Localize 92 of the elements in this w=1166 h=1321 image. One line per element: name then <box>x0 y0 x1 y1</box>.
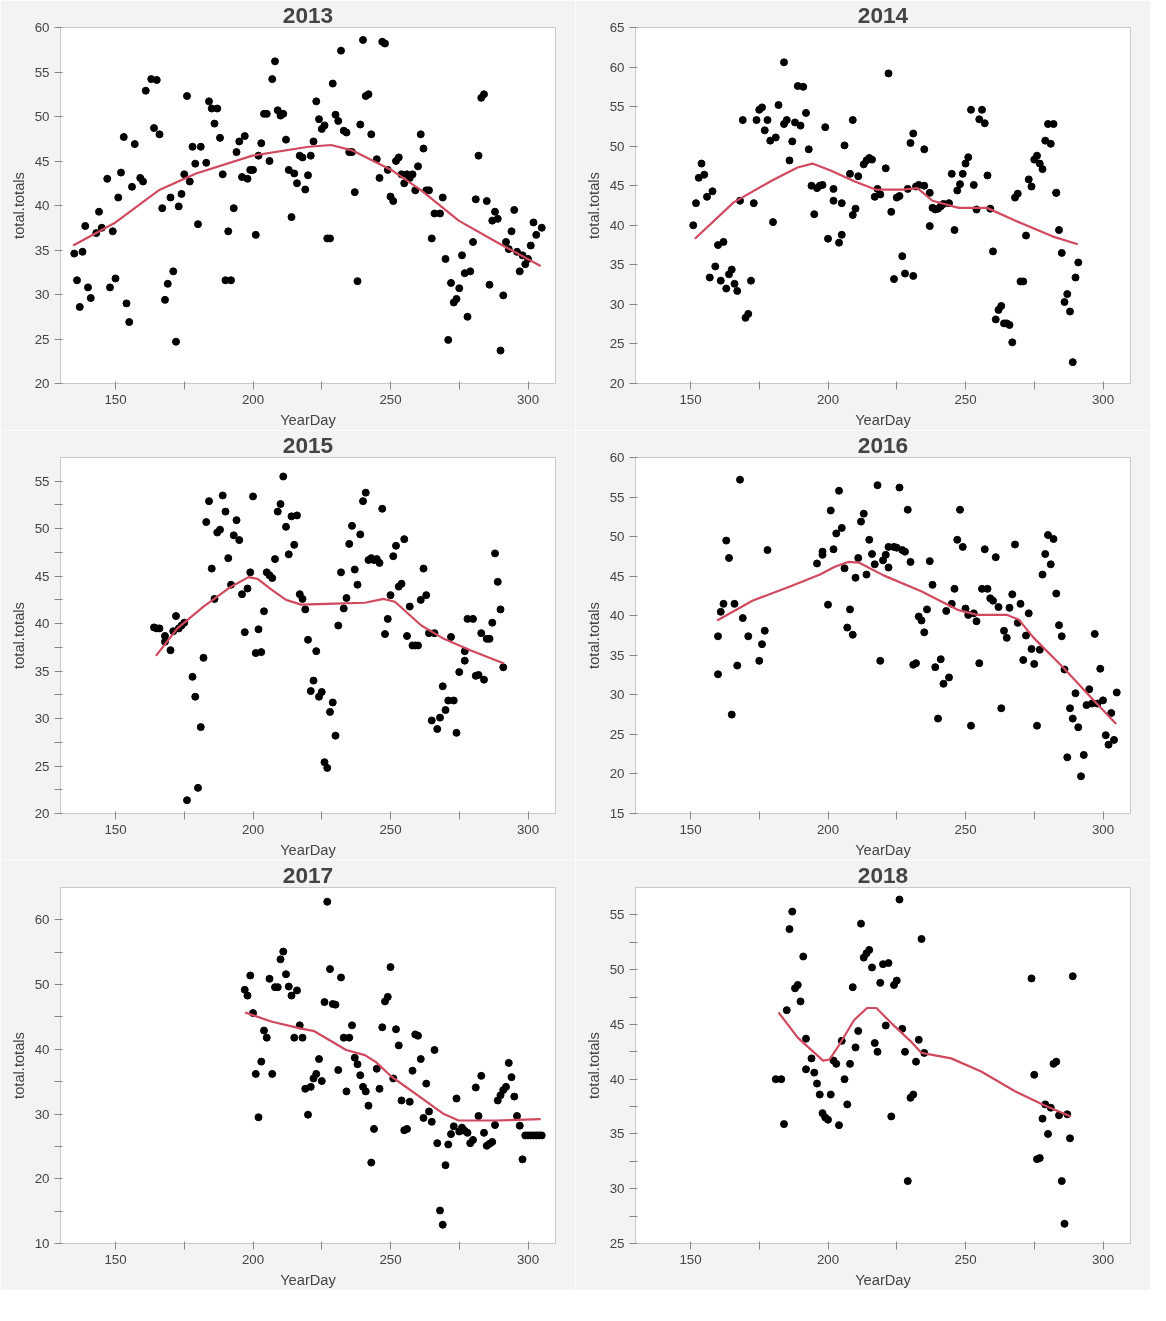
x-axis-title: YearDay <box>280 841 337 858</box>
x-tick-label: 200 <box>241 1251 265 1267</box>
x-tick-label: 300 <box>516 391 540 407</box>
y-tick-label: 50 <box>34 109 50 124</box>
x-axis-title: YearDay <box>280 411 337 428</box>
y-tick-label: 20 <box>609 766 625 782</box>
y-tick-label: 10 <box>34 1236 50 1251</box>
y-tick-label: 30 <box>609 1181 625 1197</box>
y-tick-label: 55 <box>609 99 625 115</box>
y-tick-label: 45 <box>34 568 50 584</box>
y-tick-label: 30 <box>609 296 625 312</box>
x-tick-label: 200 <box>816 391 840 407</box>
y-tick-label: 50 <box>34 521 50 537</box>
y-tick-label: 60 <box>34 912 50 928</box>
y-axis-title: total.totals <box>585 172 602 239</box>
y-tick-label: 35 <box>609 647 625 663</box>
y-tick-label: 50 <box>609 529 625 545</box>
y-tick-label: 35 <box>609 257 625 273</box>
x-tick-label: 200 <box>241 821 265 837</box>
y-tick-label: 50 <box>609 962 625 978</box>
y-tick-label: 25 <box>34 758 50 774</box>
chart-title: 2013 <box>282 1 334 28</box>
x-tick-label: 300 <box>1091 1251 1115 1267</box>
x-tick-label: 150 <box>104 1251 127 1267</box>
x-tick-label: 250 <box>954 1251 977 1267</box>
y-axis-title: total.totals <box>10 602 27 669</box>
x-tick-label: 200 <box>816 1251 840 1267</box>
y-tick-label: 20 <box>34 376 50 391</box>
y-tick-label: 55 <box>609 907 625 923</box>
y-tick-label: 60 <box>609 59 625 75</box>
chart-title: 2015 <box>282 431 334 458</box>
chart-title: 2018 <box>857 861 909 888</box>
x-tick-label: 200 <box>816 821 840 837</box>
x-tick-label: 200 <box>241 391 265 407</box>
y-tick-label: 25 <box>609 1236 625 1251</box>
y-tick-label: 20 <box>609 376 625 391</box>
chart-title: 2017 <box>282 861 334 888</box>
y-axis-title: total.totals <box>10 172 27 239</box>
y-tick-label: 55 <box>34 64 50 80</box>
y-tick-label: 15 <box>609 806 625 821</box>
y-tick-label: 50 <box>34 977 50 993</box>
y-tick-label: 45 <box>34 153 50 169</box>
y-tick-label: 45 <box>609 1016 625 1032</box>
y-tick-label: 25 <box>609 336 625 352</box>
x-axis-title: YearDay <box>855 411 912 428</box>
x-tick-label: 300 <box>516 821 540 837</box>
y-tick-label: 60 <box>34 20 50 35</box>
y-tick-label: 30 <box>34 711 50 727</box>
x-tick-label: 250 <box>379 1251 402 1267</box>
x-tick-label: 300 <box>1091 821 1115 837</box>
y-tick-label: 40 <box>34 1041 50 1057</box>
y-tick-label: 65 <box>609 20 625 35</box>
x-tick-label: 250 <box>379 821 402 837</box>
chart-title: 2014 <box>857 1 909 28</box>
x-tick-label: 150 <box>679 391 702 407</box>
y-tick-label: 60 <box>609 450 625 465</box>
y-tick-label: 45 <box>609 568 625 584</box>
x-tick-label: 150 <box>104 821 127 837</box>
y-tick-label: 55 <box>609 489 625 505</box>
x-tick-label: 250 <box>954 821 977 837</box>
y-tick-label: 35 <box>34 663 50 679</box>
y-tick-label: 30 <box>34 1106 50 1122</box>
x-tick-label: 150 <box>679 1251 702 1267</box>
x-tick-label: 150 <box>679 821 702 837</box>
y-tick-label: 40 <box>609 608 625 624</box>
x-axis-title: YearDay <box>855 1271 912 1288</box>
x-tick-label: 250 <box>379 391 402 407</box>
y-tick-label: 30 <box>34 287 50 302</box>
y-axis-title: total.totals <box>10 1032 27 1099</box>
x-axis-title: YearDay <box>280 1271 337 1288</box>
x-tick-label: 300 <box>1091 391 1115 407</box>
y-tick-label: 25 <box>609 726 625 742</box>
y-axis-title: total.totals <box>585 1032 602 1099</box>
y-axis-title: total.totals <box>585 602 602 669</box>
y-tick-label: 35 <box>609 1126 625 1142</box>
y-tick-label: 40 <box>34 198 50 213</box>
x-tick-label: 300 <box>516 1251 540 1267</box>
y-tick-label: 30 <box>609 687 625 703</box>
x-tick-label: 250 <box>954 391 977 407</box>
y-tick-label: 20 <box>34 1171 50 1187</box>
chart-title: 2016 <box>857 431 909 458</box>
y-tick-label: 40 <box>609 1071 625 1087</box>
y-tick-label: 35 <box>34 242 50 258</box>
y-tick-label: 45 <box>609 178 625 194</box>
y-tick-label: 25 <box>34 331 50 347</box>
y-tick-label: 55 <box>34 473 50 489</box>
y-tick-label: 20 <box>34 806 50 821</box>
x-tick-label: 150 <box>104 391 127 407</box>
x-axis-title: YearDay <box>855 841 912 858</box>
y-tick-label: 40 <box>609 217 625 233</box>
y-tick-label: 50 <box>609 138 625 154</box>
y-tick-label: 40 <box>34 616 50 632</box>
